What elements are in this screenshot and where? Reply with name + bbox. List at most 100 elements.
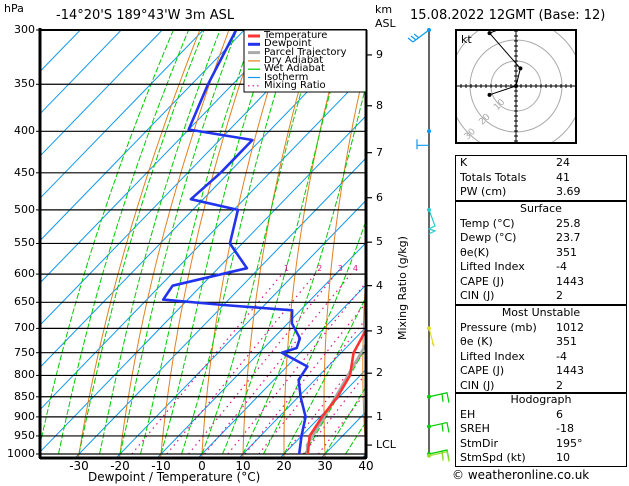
mixing-ratio-line xyxy=(317,391,366,455)
index-value: 41 xyxy=(556,170,570,184)
index-value: 3.69 xyxy=(556,185,581,198)
index-value: 351 xyxy=(556,335,577,348)
height-tick-label: 6 xyxy=(376,190,383,204)
pressure-tick-label: 950 xyxy=(14,428,35,442)
height-tick-label: 7 xyxy=(376,145,383,159)
wet-adiabat-line xyxy=(78,30,205,455)
pressure-tick-label: 450 xyxy=(14,165,35,179)
index-label: Temp (°C) xyxy=(460,216,515,230)
temperature-tick-label: 30 xyxy=(317,459,333,473)
index-label: PW (cm) xyxy=(460,185,507,198)
wind-barb-dot xyxy=(427,129,431,134)
pressure-tick-label: 800 xyxy=(14,368,35,382)
index-label: CAPE (J) xyxy=(460,274,505,288)
isotherm-line xyxy=(279,368,366,458)
location-title: -14°20'S 189°43'W 3m ASL xyxy=(56,8,235,23)
dewpoint-line xyxy=(161,30,309,455)
isotherm-line xyxy=(40,30,286,284)
wet-adiabat-line xyxy=(58,30,190,455)
index-value: 25.8 xyxy=(556,216,581,230)
pressure-tick-label: 1000 xyxy=(7,447,35,460)
pressure-tick-label: 400 xyxy=(14,124,35,138)
index-label: SREH xyxy=(460,422,490,435)
isotherm-line xyxy=(40,30,245,242)
legend-entry: Dewpoint xyxy=(264,38,312,50)
pressure-tick-label: 550 xyxy=(14,236,35,250)
mixing-ratio-line xyxy=(204,273,352,455)
pressure-unit-label: hPa xyxy=(4,2,24,15)
dry-adiabat-line xyxy=(119,30,230,458)
index-value: -4 xyxy=(556,260,567,273)
temperature-tick-label: -20 xyxy=(110,459,130,473)
mixing-ratio-label: 1 xyxy=(284,264,289,273)
mixing-ratio-label: 2 xyxy=(317,264,322,273)
index-label: θe(K) xyxy=(460,245,490,259)
hodograph-point xyxy=(514,84,518,88)
datetime-title: 15.08.2022 12GMT (Base: 12) xyxy=(410,8,606,23)
wet-adiabat-line xyxy=(304,346,366,455)
height-unit-km: km xyxy=(375,3,393,16)
index-row: Totals Totals 41 xyxy=(456,171,627,186)
wind-barb xyxy=(407,29,430,43)
index-row: CAPE (J) 1443 xyxy=(456,364,627,379)
dry-adiabat-line xyxy=(242,30,317,458)
mixing-ratio-label: 6 xyxy=(375,264,380,273)
dry-adiabat-line xyxy=(160,30,259,458)
mixing-ratio-axis-label: Mixing Ratio (g/kg) xyxy=(396,236,409,340)
height-tick-label: 8 xyxy=(376,98,383,112)
index-row: Temp (°C) 25.8 xyxy=(456,217,627,232)
index-row: EH 6 xyxy=(456,408,627,423)
legend-entry: Parcel Trajectory xyxy=(264,46,347,58)
height-tick-label: 4 xyxy=(376,278,383,292)
pressure-tick-label: 300 xyxy=(14,23,35,36)
legend-entry: Isotherm xyxy=(264,71,309,83)
temperature-tick-label: -10 xyxy=(151,459,171,473)
index-value: 1443 xyxy=(556,364,584,377)
wind-barb xyxy=(427,209,437,235)
height-tick-label: LCL xyxy=(376,438,396,452)
index-row: K 24 xyxy=(456,156,627,171)
index-label: StmDir xyxy=(460,436,499,450)
dry-adiabat-line xyxy=(323,61,366,458)
index-row: PW (cm) 3.69 xyxy=(456,185,627,200)
index-value: -4 xyxy=(556,349,567,363)
isotherm-line xyxy=(40,115,366,453)
index-value: -18 xyxy=(556,422,574,435)
hodograph-point xyxy=(487,31,492,36)
index-value: 2 xyxy=(556,378,563,392)
wet-adiabat-line xyxy=(242,83,366,455)
parcel-trajectory-line xyxy=(305,341,366,455)
most-unstable-table: Most Unstable Pressure (mb) 1012 θe (K) 351… xyxy=(455,305,627,394)
pressure-tick-label: 650 xyxy=(14,295,35,309)
index-label: K xyxy=(460,156,468,169)
hodograph-point xyxy=(523,18,527,22)
index-row: θe (K) 351 xyxy=(456,335,627,350)
index-label: StmSpd (kt) xyxy=(460,451,526,464)
index-row: CIN (J) 2 xyxy=(456,289,627,304)
wind-barb xyxy=(428,392,450,403)
index-row: Dewp (°C) 23.7 xyxy=(456,231,627,246)
mixing-ratio-label: 4 xyxy=(353,264,358,273)
temperature-line xyxy=(306,327,366,455)
temperature-tick-label: 40 xyxy=(358,459,374,473)
index-value: 24 xyxy=(556,156,570,169)
index-row: θe(K) 351 xyxy=(456,246,627,261)
index-value: 1443 xyxy=(556,274,584,288)
height-tick-label: 5 xyxy=(376,235,383,249)
index-value: 195° xyxy=(556,436,583,450)
isotherm-line xyxy=(156,241,366,458)
index-label: Dewp (°C) xyxy=(460,231,517,244)
wind-barb xyxy=(428,451,450,462)
index-label: EH xyxy=(460,407,476,421)
mixing-ratio-line xyxy=(244,301,366,455)
pressure-tick-label: 750 xyxy=(14,345,35,359)
index-row: Lifted Index -4 xyxy=(456,350,627,365)
wind-barb xyxy=(416,139,429,150)
pressure-tick-label: 850 xyxy=(14,389,35,403)
index-value: 2 xyxy=(556,289,563,302)
pressure-tick-label: 600 xyxy=(14,267,35,281)
index-value: 351 xyxy=(556,245,577,259)
index-value: 23.7 xyxy=(556,231,581,244)
wet-adiabat-line xyxy=(201,30,320,455)
index-row: SREH -18 xyxy=(456,422,627,437)
